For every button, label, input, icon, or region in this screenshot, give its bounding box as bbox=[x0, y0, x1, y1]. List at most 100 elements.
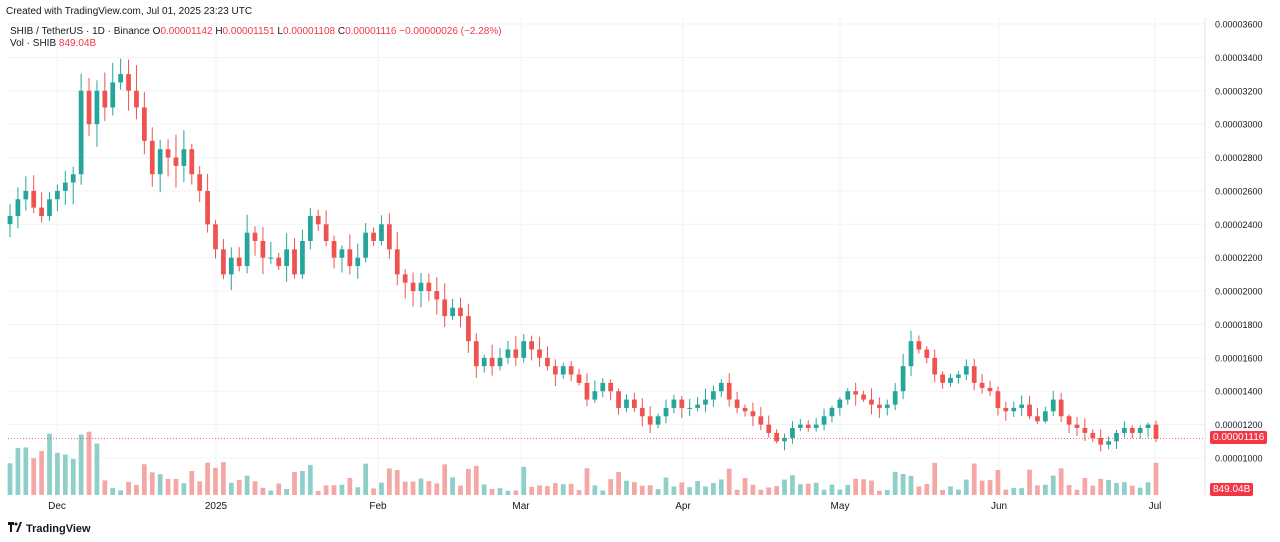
candle-body bbox=[766, 424, 772, 433]
volume-bar bbox=[126, 481, 131, 495]
candle-body bbox=[829, 407, 835, 417]
volume-bar bbox=[55, 452, 60, 495]
volume-bar bbox=[932, 462, 938, 495]
candle-body bbox=[632, 399, 637, 408]
y-tick-label: 0.00002200 bbox=[1215, 253, 1263, 263]
volume-bar bbox=[956, 489, 961, 495]
candle-body bbox=[734, 399, 740, 408]
candle-body bbox=[568, 366, 574, 375]
y-tick-label: 0.00002800 bbox=[1215, 153, 1263, 163]
volume-bar bbox=[987, 480, 993, 495]
volume-bar bbox=[86, 431, 92, 495]
volume-bar bbox=[616, 472, 621, 495]
candle-body bbox=[924, 349, 930, 358]
volume-bar bbox=[149, 472, 155, 495]
volume-bar bbox=[584, 468, 590, 495]
candle-body bbox=[260, 241, 266, 258]
candle-body bbox=[402, 274, 408, 283]
candle-body bbox=[521, 341, 527, 358]
volume-bar bbox=[703, 486, 708, 495]
candle-body bbox=[149, 140, 155, 175]
candle-body bbox=[110, 82, 116, 108]
volume-bar bbox=[386, 468, 392, 495]
candle-body bbox=[576, 374, 582, 383]
candle-body bbox=[307, 215, 313, 241]
volume-bar bbox=[624, 480, 629, 495]
candle-body bbox=[1122, 427, 1127, 433]
volume-bar bbox=[402, 481, 408, 495]
symbol-label[interactable]: SHIB / TetherUS · 1D · Binance bbox=[10, 26, 150, 37]
volume-bar bbox=[552, 483, 558, 495]
y-tick-label: 0.00003600 bbox=[1215, 20, 1263, 30]
candle-body bbox=[861, 394, 866, 400]
volume-bar bbox=[450, 477, 455, 495]
candle-body bbox=[1145, 424, 1151, 428]
volume-label[interactable]: Vol · SHIB bbox=[10, 38, 57, 49]
candle-body bbox=[213, 224, 218, 250]
low-value: 0.00001108 bbox=[282, 26, 336, 37]
candle-body bbox=[205, 190, 210, 225]
volume-bar bbox=[458, 485, 463, 495]
candle-body bbox=[1058, 399, 1064, 417]
volume-bar bbox=[1106, 479, 1111, 495]
volume-bar bbox=[355, 487, 361, 495]
candle-body bbox=[118, 74, 124, 83]
candle-body bbox=[963, 366, 969, 375]
candle-body bbox=[552, 366, 558, 375]
volume-bar bbox=[845, 484, 851, 495]
candle-body bbox=[1098, 437, 1104, 445]
candle-body bbox=[900, 366, 906, 392]
volume-bar bbox=[7, 463, 13, 495]
candle-body bbox=[7, 215, 13, 225]
volume-bar bbox=[292, 472, 297, 495]
volume-bar bbox=[141, 464, 147, 495]
x-tick-label: May bbox=[831, 501, 850, 512]
candle-body bbox=[1082, 427, 1088, 433]
volume-value: 849.04B bbox=[58, 38, 97, 49]
candle-body bbox=[252, 232, 258, 241]
candle-body bbox=[197, 174, 203, 191]
candle-body bbox=[877, 404, 882, 408]
volume-bar bbox=[62, 454, 68, 495]
candle-body bbox=[956, 374, 961, 378]
low-label: L bbox=[277, 26, 283, 37]
open-value: 0.00001142 bbox=[160, 26, 213, 37]
candle-body bbox=[47, 199, 52, 216]
volume-legend: Vol · SHIB 849.04B bbox=[10, 38, 96, 49]
volume-bar bbox=[916, 486, 922, 495]
volume-bar bbox=[718, 479, 724, 495]
candle-body bbox=[94, 90, 100, 125]
candle-body bbox=[386, 224, 392, 250]
x-tick-label: Jun bbox=[991, 501, 1007, 512]
volume-bar bbox=[671, 486, 677, 495]
volume-bar bbox=[189, 470, 195, 495]
candle-body bbox=[466, 316, 471, 342]
volume-bar bbox=[1122, 482, 1127, 495]
volume-bar bbox=[165, 478, 171, 495]
y-tick-label: 0.00002000 bbox=[1215, 287, 1263, 297]
volume-bar bbox=[750, 484, 756, 495]
candle-body bbox=[742, 407, 748, 412]
volume-bar bbox=[1035, 485, 1040, 495]
volume-bar bbox=[813, 482, 819, 495]
ohlc-legend: SHIB / TetherUS · 1D · Binance O0.000011… bbox=[10, 26, 502, 37]
volume-bar bbox=[639, 485, 645, 495]
candle-body bbox=[244, 232, 250, 267]
candle-body bbox=[1153, 424, 1159, 439]
volume-bar bbox=[481, 484, 487, 495]
tradingview-brand[interactable]: TradingView bbox=[8, 522, 91, 535]
volume-bar bbox=[1019, 488, 1025, 495]
candle-body bbox=[323, 224, 329, 241]
candle-body bbox=[671, 399, 677, 408]
candle-body bbox=[39, 207, 44, 216]
volume-bar bbox=[307, 464, 313, 495]
volume-bar bbox=[513, 490, 519, 495]
volume-bar bbox=[1003, 489, 1009, 495]
brand-label: TradingView bbox=[26, 522, 91, 535]
candle-body bbox=[450, 307, 455, 317]
candle-body bbox=[545, 357, 550, 367]
volume-bar bbox=[276, 483, 282, 495]
volume-bar bbox=[331, 485, 337, 495]
volume-bar bbox=[323, 485, 329, 495]
